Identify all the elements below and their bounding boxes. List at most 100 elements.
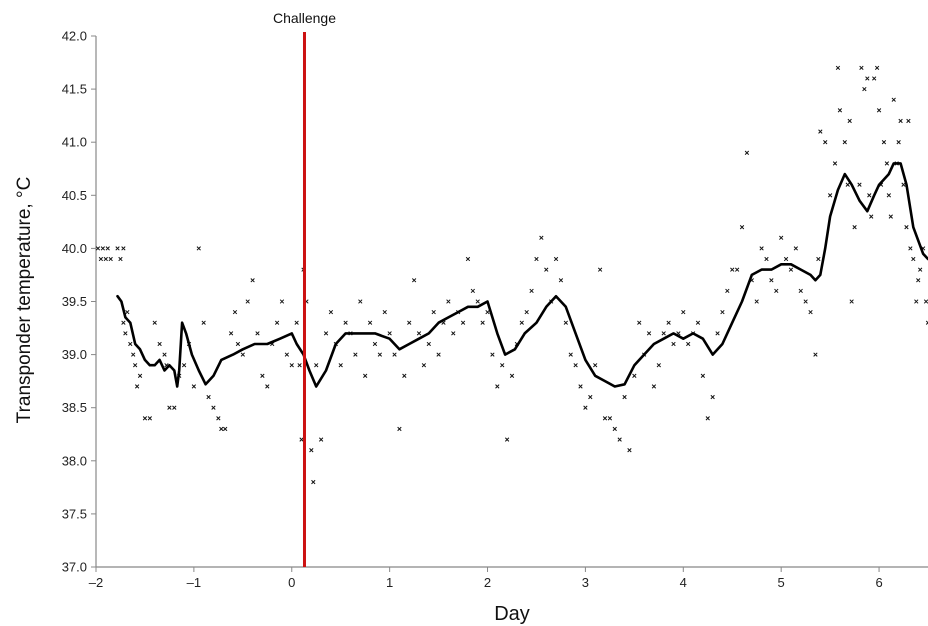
data-point <box>612 426 617 432</box>
data-point <box>103 256 108 262</box>
data-point <box>715 331 720 336</box>
data-point <box>436 352 441 357</box>
data-point <box>823 140 828 145</box>
data-point <box>123 331 128 336</box>
data-point <box>908 246 913 251</box>
data-point <box>808 309 813 315</box>
data-point <box>818 129 823 134</box>
data-point <box>311 479 316 485</box>
data-point <box>539 235 544 240</box>
data-point <box>172 405 177 410</box>
data-point <box>490 352 495 357</box>
data-point <box>485 309 490 315</box>
data-point <box>314 363 319 368</box>
data-point <box>671 341 676 347</box>
data-point <box>901 182 906 187</box>
data-point <box>460 320 466 325</box>
y-tick-label: 40.0 <box>62 241 87 256</box>
data-point <box>651 384 657 389</box>
data-point <box>588 394 593 400</box>
data-point <box>872 76 877 81</box>
data-point <box>754 299 759 304</box>
data-point <box>299 437 304 442</box>
data-point <box>255 331 260 336</box>
data-point <box>918 267 923 272</box>
moving-average-line <box>116 162 928 388</box>
data-point <box>593 363 598 368</box>
y-tick-label: 39.0 <box>62 347 87 362</box>
data-point <box>416 331 422 336</box>
data-point <box>152 320 157 325</box>
data-point <box>121 246 126 251</box>
data-point <box>891 97 896 102</box>
data-point <box>245 299 250 304</box>
data-point <box>382 309 387 315</box>
data-point <box>906 118 911 124</box>
data-point <box>125 309 130 315</box>
data-point <box>289 363 294 368</box>
data-point <box>132 363 138 368</box>
data-point <box>803 299 808 304</box>
data-point <box>914 299 919 304</box>
data-point <box>578 384 583 389</box>
data-point <box>759 246 764 251</box>
data-point <box>845 182 850 187</box>
data-point <box>475 299 480 304</box>
axes-layer <box>95 36 928 568</box>
data-point <box>705 416 710 421</box>
data-point <box>411 278 417 283</box>
data-point <box>495 384 500 389</box>
data-point <box>656 363 661 368</box>
data-point <box>764 256 769 262</box>
x-axis-title: Day <box>494 603 530 625</box>
data-point <box>328 309 334 315</box>
data-point <box>779 235 784 240</box>
data-point <box>421 363 427 368</box>
data-point <box>363 373 368 378</box>
data-point <box>730 267 735 272</box>
data-point <box>725 288 730 294</box>
data-point <box>128 341 133 347</box>
data-point <box>250 278 255 283</box>
data-point <box>228 331 234 336</box>
data-point <box>367 320 373 325</box>
data-point <box>115 246 120 251</box>
data-point <box>923 299 928 304</box>
data-point <box>686 341 691 347</box>
y-tick-label: 42.0 <box>62 29 87 44</box>
data-point <box>223 426 228 432</box>
data-point <box>874 65 880 71</box>
data-point <box>632 373 637 378</box>
data-point <box>558 278 564 283</box>
data-point <box>695 320 701 325</box>
x-tick-label: –1 <box>187 575 201 590</box>
data-point <box>216 416 221 421</box>
x-tick-layer: –2 –1 0 1 2 3 4 5 6 <box>89 567 883 590</box>
data-point <box>121 320 126 325</box>
x-tick-label: 1 <box>386 575 393 590</box>
data-point <box>162 352 167 357</box>
data-point <box>835 65 841 71</box>
data-point <box>157 341 162 347</box>
data-point <box>108 256 113 262</box>
data-point <box>480 320 485 325</box>
y-tick-label: 40.5 <box>62 188 87 203</box>
data-point <box>232 309 238 315</box>
data-point <box>769 278 774 283</box>
data-point <box>739 225 745 230</box>
data-point <box>563 320 568 325</box>
data-point <box>397 426 402 432</box>
data-point <box>137 373 143 378</box>
data-point <box>661 331 666 336</box>
data-point <box>827 193 833 198</box>
data-point <box>888 214 893 219</box>
data-point <box>666 320 671 325</box>
x-tick-label: 2 <box>484 575 491 590</box>
data-point <box>500 363 505 368</box>
data-point <box>100 246 106 251</box>
data-point <box>710 394 715 400</box>
data-point <box>583 405 588 410</box>
challenge-label: Challenge <box>273 10 336 26</box>
data-point <box>446 299 451 304</box>
x-tick-label: –2 <box>89 575 103 590</box>
